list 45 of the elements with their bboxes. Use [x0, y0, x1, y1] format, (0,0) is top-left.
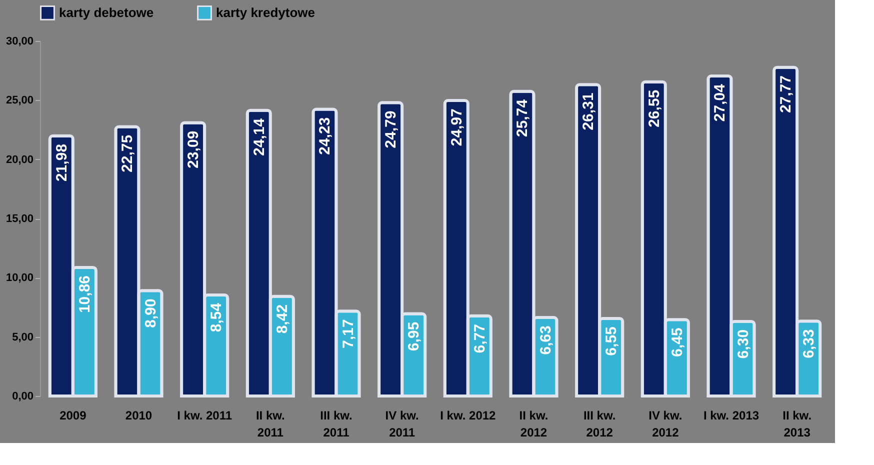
data-label: 10,86: [76, 275, 94, 314]
y-tick-label: 25,00: [6, 94, 34, 107]
data-label: 7,17: [340, 319, 357, 348]
x-tick-label: 2009: [60, 408, 87, 422]
y-tick-label: 5,00: [12, 331, 34, 344]
data-label: 24,23: [316, 117, 334, 155]
data-label: 21,98: [53, 144, 70, 182]
data-label: 23,09: [185, 130, 202, 168]
x-tick-label: I kw. 2013: [703, 408, 760, 422]
x-tick-label: I kw. 2012: [440, 408, 496, 422]
data-label: 6,63: [537, 326, 554, 355]
data-label: 27,77: [778, 75, 795, 113]
data-label: 24,79: [382, 110, 400, 148]
data-label: 6,95: [406, 322, 423, 351]
x-tick-label: III kw. 2012: [583, 408, 616, 440]
x-tick-label: IV kw. 2012: [648, 408, 682, 440]
data-label: 8,42: [274, 304, 291, 334]
legend-label: karty kredytowe: [216, 4, 315, 20]
data-label: 25,74: [514, 98, 532, 137]
x-tick-label: IV kw. 2011: [385, 408, 419, 440]
y-tick-label: 0,00: [12, 390, 34, 402]
y-tick-label: 15,00: [6, 213, 34, 225]
x-tick-label: I kw. 2011: [177, 408, 232, 422]
data-label: 6,77: [471, 324, 488, 354]
data-label: 8,54: [208, 302, 226, 332]
x-tick-label: II kw. 2012: [519, 408, 548, 440]
data-label: 8,90: [142, 298, 160, 328]
y-tick-label: 30,00: [6, 36, 34, 48]
data-label: 26,55: [646, 90, 663, 128]
data-label: 27,04: [712, 83, 729, 122]
data-label: 6,33: [800, 329, 818, 358]
y-tick-label: 10,00: [6, 272, 34, 284]
x-tick-label: II kw. 2011: [256, 408, 285, 440]
x-tick-label: 2010: [125, 408, 152, 422]
legend-label: karty debetowe: [59, 4, 154, 20]
data-label: 24,14: [250, 118, 268, 156]
y-tick-label: 20,00: [6, 154, 34, 166]
data-label: 6,55: [603, 326, 620, 356]
data-label: 6,45: [668, 328, 686, 357]
data-label: 26,31: [580, 92, 598, 130]
x-tick-label: III kw. 2011: [320, 408, 352, 440]
data-label: 22,75: [119, 134, 136, 172]
x-tick-label: II kw. 2013: [782, 408, 812, 440]
data-label: 6,30: [734, 329, 752, 359]
data-label: 24,97: [448, 108, 466, 146]
